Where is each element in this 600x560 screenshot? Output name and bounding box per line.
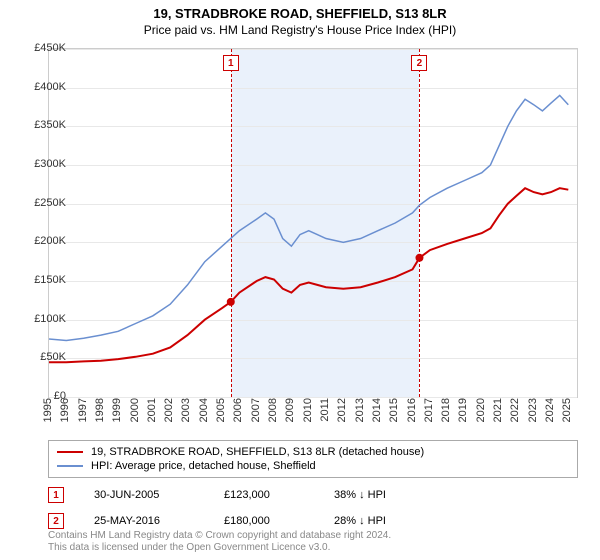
y-tick-label: £50K (6, 351, 66, 363)
chart-plot (49, 49, 577, 397)
y-tick-label: £350K (6, 119, 66, 131)
y-tick-label: £450K (6, 42, 66, 54)
x-tick-label: 2025 (561, 398, 573, 422)
x-tick-label: 2017 (423, 398, 435, 422)
legend-label: 19, STRADBROKE ROAD, SHEFFIELD, S13 8LR … (91, 446, 424, 458)
y-tick-label: £100K (6, 313, 66, 325)
x-tick-label: 2008 (267, 398, 279, 422)
x-tick-label: 1998 (94, 398, 106, 422)
y-tick-label: £0 (6, 390, 66, 402)
legend-label: HPI: Average price, detached house, Shef… (91, 460, 316, 472)
x-tick-label: 2022 (509, 398, 521, 422)
sale-rows: 1 30-JUN-2005 £123,000 38% ↓ HPI 2 25-MA… (48, 482, 414, 534)
sale-marker-box: 1 (48, 487, 64, 503)
footnote-line: Contains HM Land Registry data © Crown c… (48, 530, 391, 542)
x-tick-label: 2014 (371, 398, 383, 422)
sale-price: £180,000 (224, 515, 304, 527)
x-tick-label: 2016 (406, 398, 418, 422)
x-tick-label: 2024 (544, 398, 556, 422)
series-hpi (49, 95, 568, 340)
x-tick-label: 2019 (457, 398, 469, 422)
page-subtitle: Price paid vs. HM Land Registry's House … (0, 21, 600, 37)
legend-item: 19, STRADBROKE ROAD, SHEFFIELD, S13 8LR … (57, 445, 569, 459)
x-tick-label: 2013 (354, 398, 366, 422)
y-tick-label: £150K (6, 274, 66, 286)
sale-hpi: 38% ↓ HPI (334, 489, 414, 501)
x-tick-label: 2011 (319, 398, 331, 422)
legend: 19, STRADBROKE ROAD, SHEFFIELD, S13 8LR … (48, 440, 578, 478)
sale-price: £123,000 (224, 489, 304, 501)
x-tick-label: 2010 (302, 398, 314, 422)
y-tick-label: £300K (6, 158, 66, 170)
x-tick-label: 2003 (180, 398, 192, 422)
legend-swatch (57, 465, 83, 467)
x-tick-label: 2004 (198, 398, 210, 422)
x-tick-label: 2006 (232, 398, 244, 422)
x-tick-label: 2007 (250, 398, 262, 422)
y-tick-label: £400K (6, 81, 66, 93)
x-tick-label: 1995 (42, 398, 54, 422)
legend-swatch (57, 451, 83, 453)
sale-point (415, 254, 423, 262)
footnote-line: This data is licensed under the Open Gov… (48, 542, 391, 554)
y-tick-label: £200K (6, 235, 66, 247)
sale-marker-box: 2 (48, 513, 64, 529)
page-title: 19, STRADBROKE ROAD, SHEFFIELD, S13 8LR (0, 0, 600, 21)
x-tick-label: 2023 (527, 398, 539, 422)
x-tick-label: 2018 (440, 398, 452, 422)
x-tick-label: 1997 (77, 398, 89, 422)
sale-row: 1 30-JUN-2005 £123,000 38% ↓ HPI (48, 482, 414, 508)
x-tick-label: 2009 (284, 398, 296, 422)
x-tick-label: 1996 (59, 398, 71, 422)
y-tick-label: £250K (6, 197, 66, 209)
sale-hpi: 28% ↓ HPI (334, 515, 414, 527)
x-tick-label: 2001 (146, 398, 158, 422)
sale-point (227, 298, 235, 306)
x-tick-label: 2015 (388, 398, 400, 422)
footnote: Contains HM Land Registry data © Crown c… (48, 530, 391, 554)
x-tick-label: 2005 (215, 398, 227, 422)
x-tick-label: 2000 (129, 398, 141, 422)
sale-date: 25-MAY-2016 (94, 515, 194, 527)
x-tick-label: 2012 (336, 398, 348, 422)
sale-date: 30-JUN-2005 (94, 489, 194, 501)
legend-item: HPI: Average price, detached house, Shef… (57, 459, 569, 473)
series-price_paid (49, 188, 568, 362)
x-tick-label: 2020 (475, 398, 487, 422)
x-tick-label: 1999 (111, 398, 123, 422)
x-tick-label: 2002 (163, 398, 175, 422)
chart-area: 12 (48, 48, 578, 398)
x-tick-label: 2021 (492, 398, 504, 422)
